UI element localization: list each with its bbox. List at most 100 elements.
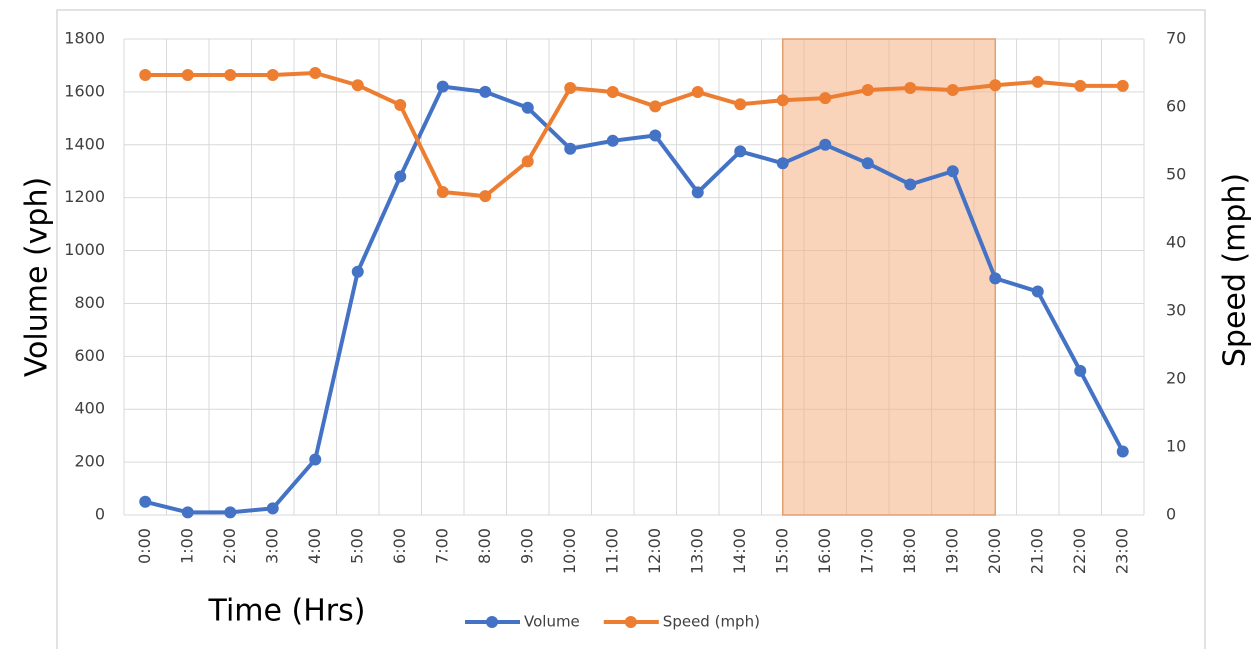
y-tick-label: 1600 — [64, 81, 105, 100]
y2-tick-label: 70 — [1166, 29, 1186, 48]
y2-tick-label: 50 — [1166, 165, 1186, 184]
highlight-band — [782, 38, 996, 516]
x-tick-label: 22:00 — [1070, 528, 1089, 574]
legend-marker — [624, 616, 637, 628]
series-marker — [819, 92, 832, 105]
x-tick-label: 19:00 — [942, 528, 961, 574]
series-marker — [309, 67, 322, 79]
series-marker — [946, 84, 959, 96]
series-marker — [691, 86, 704, 99]
x-tick-label: 7:00 — [432, 528, 451, 564]
series-marker — [989, 79, 1002, 92]
series-marker — [224, 506, 237, 519]
series-line — [144, 84, 1125, 515]
series-marker — [1074, 79, 1087, 92]
series-marker — [139, 69, 152, 82]
series-marker — [1116, 445, 1129, 458]
series-marker — [989, 272, 1002, 285]
series-marker — [181, 69, 194, 82]
series-marker — [436, 186, 449, 198]
x-tick-label: 11:00 — [602, 528, 621, 574]
series-line — [145, 71, 1123, 199]
series-marker — [521, 155, 534, 168]
x-tick-label: 17:00 — [857, 528, 876, 574]
y-tick-label: 400 — [74, 399, 105, 418]
x-tick-label: 8:00 — [475, 528, 494, 564]
chart-frame — [56, 9, 1206, 649]
series-marker — [776, 94, 789, 107]
series-marker — [436, 80, 449, 93]
series-marker — [1031, 285, 1044, 298]
series-marker — [946, 165, 959, 178]
y-tick-label: 800 — [74, 293, 105, 312]
y-tick-label: 1000 — [64, 240, 105, 259]
x-tick-label: 16:00 — [815, 528, 834, 574]
y-tick-label: 1200 — [64, 187, 105, 206]
x-axis-title: Time (Hrs) — [208, 594, 366, 629]
series-marker — [904, 178, 917, 191]
series-marker — [734, 145, 747, 158]
series-marker — [309, 453, 322, 466]
series-marker — [266, 69, 279, 82]
series-marker — [776, 157, 789, 170]
series-marker — [139, 495, 152, 508]
y2-tick-label: 10 — [1166, 437, 1186, 456]
x-tick-label: 23:00 — [1112, 528, 1131, 574]
series-marker — [861, 157, 874, 170]
x-tick-label: 15:00 — [772, 528, 791, 574]
y2-tick-label: 0 — [1166, 505, 1176, 524]
series-marker — [564, 81, 577, 94]
y-tick-label: 1800 — [64, 29, 105, 48]
y2-tick-label: 60 — [1166, 97, 1186, 116]
x-tick-label: 2:00 — [220, 528, 239, 564]
x-tick-label: 20:00 — [985, 528, 1004, 574]
x-tick-label: 13:00 — [687, 528, 706, 574]
series-marker — [224, 69, 237, 82]
series-marker — [1116, 79, 1129, 92]
x-tick-label: 18:00 — [900, 528, 919, 574]
series-marker — [521, 101, 534, 114]
series-marker — [181, 506, 194, 519]
x-tick-label: 0:00 — [135, 528, 154, 564]
y2-tick-label: 30 — [1166, 301, 1186, 320]
legend-label: Volume — [524, 613, 580, 631]
x-tick-label: 3:00 — [262, 528, 281, 564]
x-tick-label: 14:00 — [730, 528, 749, 574]
x-tick-label: 4:00 — [305, 528, 324, 564]
series-marker — [1074, 364, 1087, 377]
series-marker — [351, 79, 364, 92]
series-marker — [564, 142, 577, 155]
legend-label: Speed (mph) — [663, 613, 760, 631]
y2-tick-label: 20 — [1166, 369, 1186, 388]
y-tick-label: 200 — [74, 452, 105, 471]
series-marker — [819, 138, 832, 151]
series-marker — [649, 129, 662, 142]
x-tick-label: 1:00 — [177, 528, 196, 564]
series-marker — [394, 170, 407, 183]
series-marker — [861, 84, 874, 96]
series-marker — [266, 502, 279, 515]
y2-axis-title: Speed (mph) — [1218, 173, 1253, 367]
series-marker — [351, 265, 364, 278]
series-marker — [606, 134, 619, 147]
series-marker — [479, 85, 492, 98]
series-marker — [734, 98, 747, 111]
series-marker — [691, 186, 704, 199]
y-tick-label: 600 — [74, 346, 105, 365]
series-marker — [606, 86, 619, 99]
series-marker — [1031, 75, 1044, 88]
legend-marker — [486, 616, 498, 628]
y-tick-label: 1400 — [64, 134, 105, 153]
x-tick-label: 21:00 — [1027, 528, 1046, 574]
series-marker — [479, 190, 492, 203]
series-marker — [394, 98, 407, 111]
x-tick-label: 12:00 — [645, 528, 664, 574]
y-tick-label: 0 — [95, 505, 105, 524]
x-tick-label: 6:00 — [390, 528, 409, 564]
x-tick-label: 10:00 — [560, 528, 579, 574]
series-marker — [649, 100, 662, 113]
y2-tick-label: 40 — [1166, 233, 1186, 252]
x-tick-label: 5:00 — [347, 528, 366, 564]
series-marker — [904, 81, 917, 94]
